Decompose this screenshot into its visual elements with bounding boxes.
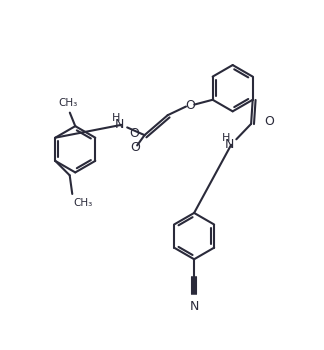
Text: O: O — [131, 141, 141, 154]
Text: H: H — [222, 133, 231, 143]
Text: O: O — [129, 127, 139, 140]
Text: CH₃: CH₃ — [59, 98, 78, 108]
Text: O: O — [265, 115, 274, 128]
Text: N: N — [225, 138, 234, 151]
Text: H: H — [111, 113, 120, 123]
Text: CH₃: CH₃ — [74, 198, 93, 208]
Text: N: N — [190, 300, 199, 313]
Text: O: O — [185, 99, 195, 112]
Text: N: N — [114, 118, 124, 131]
